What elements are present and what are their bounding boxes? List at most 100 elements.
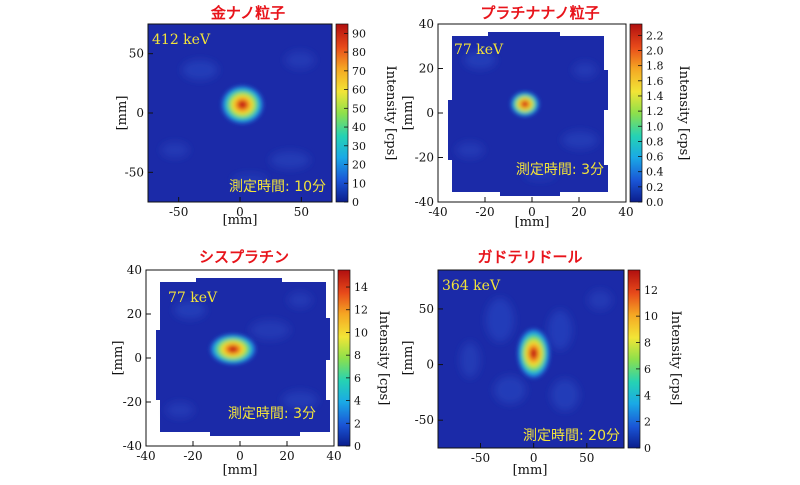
x-axis-ticks: -50 0 50	[471, 443, 594, 465]
y-tick-label: 40	[419, 17, 434, 31]
colorbar-tick-label: 8	[644, 337, 651, 350]
colorbar-tick-label: 2.2	[646, 29, 664, 42]
noise-texture	[460, 290, 612, 411]
x-tick-label: 50	[294, 205, 309, 219]
colorbar-tick-label: 10	[352, 177, 366, 190]
colorbar	[335, 23, 349, 203]
x-tick-label: -40	[428, 205, 447, 219]
energy-label: 412 keV	[152, 32, 211, 48]
y-axis-ticks: -50 0 50	[125, 47, 153, 179]
colorbar	[627, 269, 641, 449]
colorbar-ticks: 0 2 4 6 8 10 12	[636, 284, 658, 455]
colorbar-tick-label: 50	[352, 102, 366, 115]
colorbar-tick-label: 0.4	[646, 166, 664, 179]
x-tick-label: 0	[236, 449, 244, 463]
energy-label: 77 keV	[454, 42, 504, 58]
energy-label: 77 keV	[168, 290, 218, 306]
colorbar-tick-label: 0	[354, 440, 361, 453]
hotspot	[220, 84, 265, 125]
colorbar-tick-label: 8	[354, 349, 361, 362]
colorbar-tick-label: 1.0	[646, 120, 664, 133]
colorbar-tick-label: 90	[352, 27, 366, 40]
x-tick-label: 0	[236, 205, 244, 219]
colorbar-tick-label: 10	[644, 310, 658, 323]
colorbar-ticks: 0 2 4 6 8 10 12 14	[346, 281, 368, 453]
x-tick-label: 0	[528, 205, 536, 219]
hotspot	[516, 327, 551, 380]
y-tick-label: 40	[127, 263, 142, 277]
colorbar-tick-label: 40	[352, 121, 366, 134]
x-axis-ticks: -40 -20 0 20 40	[428, 197, 634, 219]
y-axis-label: [mm]	[115, 96, 130, 131]
energy-label: 364 keV	[442, 278, 501, 294]
panel-cisplatin: シスプラチン 77 keV 測定時間: 3分 -40 -20 0 20 40 -40-2…	[111, 248, 391, 478]
colorbar-tick-label: 20	[352, 159, 366, 172]
x-tick-label: 40	[326, 449, 341, 463]
plot-frame	[437, 269, 625, 449]
x-tick-label: 40	[618, 205, 633, 219]
colorbar-tick-label: 4	[644, 389, 651, 402]
hotspot	[208, 333, 257, 366]
x-tick-label: 20	[279, 449, 294, 463]
colorbar-ticks: 0 10 20 30 40 50 60 70 80 90	[344, 27, 366, 209]
y-tick-label: -40	[123, 439, 142, 453]
noise-texture	[456, 51, 598, 181]
colorbar-tick-label: 1.4	[646, 90, 664, 103]
y-tick-label: 20	[419, 62, 434, 76]
x-tick-label: 50	[579, 451, 594, 465]
colorbar	[337, 269, 351, 447]
colorbar-tick-label: 0.8	[646, 135, 664, 148]
y-tick-label: -20	[123, 395, 142, 409]
colorbar-tick-label: 12	[644, 284, 658, 297]
y-axis-ticks: -50 0 50	[415, 302, 443, 427]
panel-title: プラチナナノ粒子	[480, 4, 599, 22]
noise-texture	[161, 51, 315, 187]
x-axis-label: [mm]	[513, 463, 548, 478]
colorbar-tick-label: 0.2	[646, 181, 664, 194]
x-axis-ticks: -50 0 50	[169, 197, 309, 219]
x-tick-label: -20	[183, 449, 202, 463]
y-tick-label: 0	[134, 351, 142, 365]
y-tick-label: -50	[125, 165, 144, 179]
panel-title: 金ナノ粒子	[210, 4, 285, 22]
colorbar-tick-label: 10	[354, 326, 368, 339]
colorbar-tick-label: 2	[644, 416, 651, 429]
y-tick-label: 0	[136, 106, 144, 120]
y-tick-label: 50	[129, 47, 144, 61]
x-axis-label: [mm]	[223, 213, 258, 228]
x-axis-label: [mm]	[515, 215, 550, 230]
y-tick-label: -40	[415, 195, 434, 209]
colorbar-tick-label: 1.2	[646, 105, 664, 118]
colorbar-tick-label: 6	[644, 363, 651, 376]
y-axis-ticks: -40 -20 0 20 40	[415, 17, 443, 209]
x-tick-label: 0	[530, 451, 538, 465]
y-axis-ticks: -40 -20 0 20 40	[123, 263, 151, 453]
colorbar-label: Intensity [cps]	[668, 311, 683, 406]
colorbar-label: Intensity [cps]	[676, 66, 691, 161]
x-tick-label: -50	[169, 205, 188, 219]
colorbar-ticks: 0.0 0.2 0.4 0.6 0.8 1.0 1.2 1.4 1.6 1.8 2.0 2.2	[638, 29, 664, 209]
y-tick-label: -50	[415, 413, 434, 427]
y-axis-label: [mm]	[401, 96, 416, 131]
hotspot	[509, 91, 540, 118]
y-tick-label: 0	[426, 358, 434, 372]
x-tick-label: -20	[475, 205, 494, 219]
y-tick-label: 0	[426, 106, 434, 120]
colorbar-tick-label: 1.6	[646, 75, 664, 88]
y-axis-label: [mm]	[401, 341, 416, 376]
panel-gold-nanoparticles: 金ナノ粒子 412 keV 測定時間: 10分 -50 0 50 -50 0 50 [m…	[115, 4, 398, 228]
colorbar-label: Intensity [cps]	[376, 311, 391, 406]
time-label: 測定時間: 3分	[516, 162, 604, 178]
x-tick-label: -50	[471, 451, 490, 465]
colorbar-tick-label: 2.0	[646, 45, 664, 58]
time-label: 測定時間: 3分	[228, 406, 316, 422]
x-tick-label: -40	[136, 449, 155, 463]
y-tick-label: -20	[415, 151, 434, 165]
panel-title: ガドテリドール	[477, 248, 582, 266]
colorbar-tick-label: 14	[354, 281, 368, 294]
x-axis-label: [mm]	[223, 463, 258, 478]
y-tick-label: 20	[127, 307, 142, 321]
colorbar-tick-label: 2	[354, 417, 361, 430]
panel-platinum-nanoparticles: プラチナナノ粒子 77 keV 測定時間: 3分 -40 -20 0 20 40 -40…	[401, 4, 691, 230]
